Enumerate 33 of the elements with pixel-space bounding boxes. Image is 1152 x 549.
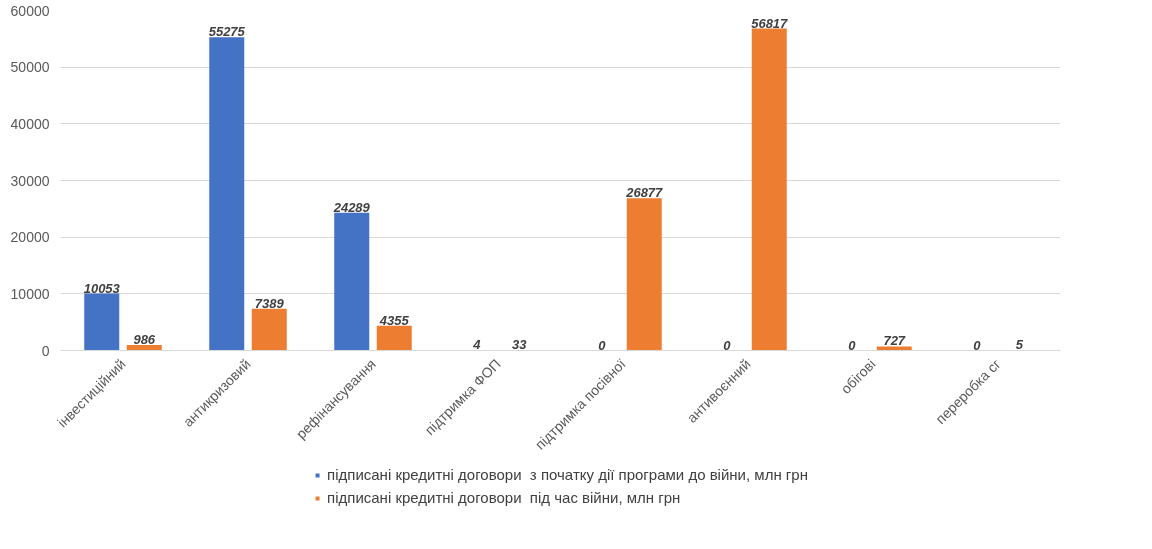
data-label: 24289 <box>332 199 371 215</box>
data-label: 0 <box>973 337 982 353</box>
bar <box>251 308 287 351</box>
legend-label: підписані кредитні договори під час війни, млн грн <box>327 489 681 506</box>
y-tick-label: 0 <box>41 342 50 359</box>
bar <box>209 37 245 351</box>
bar <box>876 346 912 351</box>
data-label: 7389 <box>254 295 285 311</box>
data-label: 56817 <box>751 15 789 31</box>
bar <box>751 28 787 351</box>
data-label: 4355 <box>378 312 410 328</box>
y-tick-label: 10000 <box>10 285 50 302</box>
data-label: 33 <box>512 337 528 353</box>
data-label: 55275 <box>208 24 246 40</box>
bar <box>334 212 370 351</box>
y-tick-label: 20000 <box>10 229 50 246</box>
y-tick-label: 50000 <box>10 59 50 76</box>
bar <box>626 198 662 351</box>
data-label: 26877 <box>625 185 664 201</box>
bar <box>84 293 120 351</box>
legend-label: підписані кредитні договори з початку дії програми до війни, млн грн <box>327 466 808 483</box>
bar <box>376 325 412 351</box>
data-label: 4 <box>472 337 482 353</box>
data-label: 986 <box>133 331 156 347</box>
data-label: 10053 <box>83 280 121 296</box>
data-label: 0 <box>848 337 857 353</box>
data-label: 727 <box>883 333 906 349</box>
data-label: 0 <box>723 337 732 353</box>
y-tick-label: 30000 <box>10 172 50 189</box>
y-tick-label: 40000 <box>10 115 50 132</box>
data-label: 5 <box>1015 337 1024 353</box>
y-tick-label: 60000 <box>10 2 50 19</box>
data-label: 0 <box>598 337 607 353</box>
